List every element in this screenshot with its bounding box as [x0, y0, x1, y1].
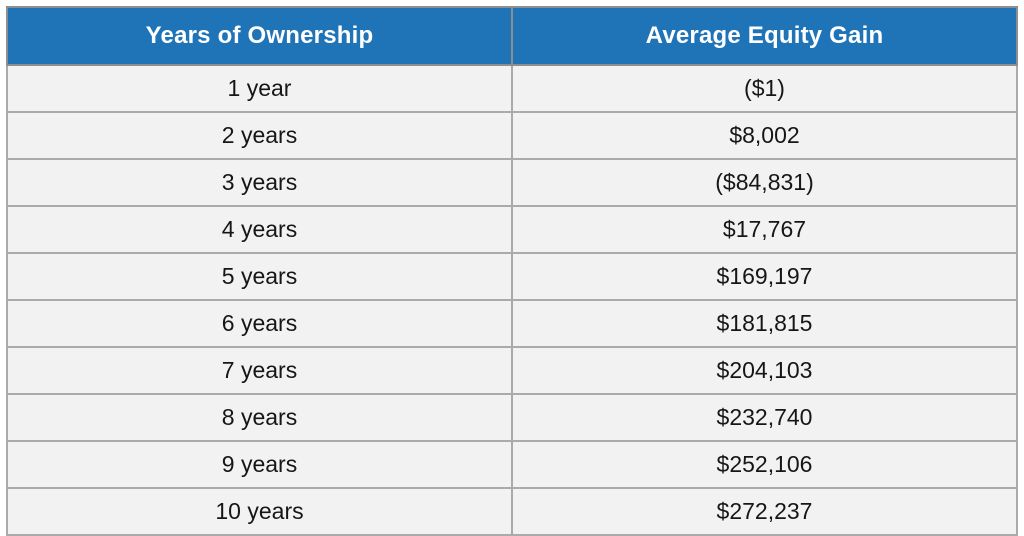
- average-equity-gain-cell: $232,740: [511, 393, 1018, 442]
- table-header-row: Years of Ownership Average Equity Gain: [6, 6, 1018, 66]
- average-equity-gain-cell: $17,767: [511, 205, 1018, 254]
- table-row: 8 years $232,740: [6, 393, 1018, 442]
- average-equity-gain-cell: $181,815: [511, 299, 1018, 348]
- table-row: 5 years $169,197: [6, 252, 1018, 301]
- table-row: 7 years $204,103: [6, 346, 1018, 395]
- average-equity-gain-cell: $272,237: [511, 487, 1018, 536]
- table-row: 3 years ($84,831): [6, 158, 1018, 207]
- years-of-ownership-cell: 8 years: [6, 393, 513, 442]
- table-row: 9 years $252,106: [6, 440, 1018, 489]
- equity-gain-table: Years of Ownership Average Equity Gain 1…: [6, 6, 1018, 536]
- average-equity-gain-cell: $169,197: [511, 252, 1018, 301]
- table-row: 1 year ($1): [6, 64, 1018, 113]
- years-of-ownership-cell: 2 years: [6, 111, 513, 160]
- average-equity-gain-cell: ($1): [511, 64, 1018, 113]
- years-of-ownership-cell: 5 years: [6, 252, 513, 301]
- years-of-ownership-cell: 1 year: [6, 64, 513, 113]
- years-of-ownership-cell: 3 years: [6, 158, 513, 207]
- average-equity-gain-cell: $204,103: [511, 346, 1018, 395]
- table-row: 6 years $181,815: [6, 299, 1018, 348]
- years-of-ownership-cell: 10 years: [6, 487, 513, 536]
- average-equity-gain-cell: $252,106: [511, 440, 1018, 489]
- table-body: 1 year ($1) 2 years $8,002 3 years ($84,…: [6, 64, 1018, 536]
- column-header-years-of-ownership: Years of Ownership: [6, 6, 513, 66]
- column-header-average-equity-gain: Average Equity Gain: [511, 6, 1018, 66]
- table-row: 2 years $8,002: [6, 111, 1018, 160]
- years-of-ownership-cell: 9 years: [6, 440, 513, 489]
- average-equity-gain-cell: $8,002: [511, 111, 1018, 160]
- years-of-ownership-cell: 6 years: [6, 299, 513, 348]
- table-row: 10 years $272,237: [6, 487, 1018, 536]
- table-row: 4 years $17,767: [6, 205, 1018, 254]
- years-of-ownership-cell: 4 years: [6, 205, 513, 254]
- average-equity-gain-cell: ($84,831): [511, 158, 1018, 207]
- years-of-ownership-cell: 7 years: [6, 346, 513, 395]
